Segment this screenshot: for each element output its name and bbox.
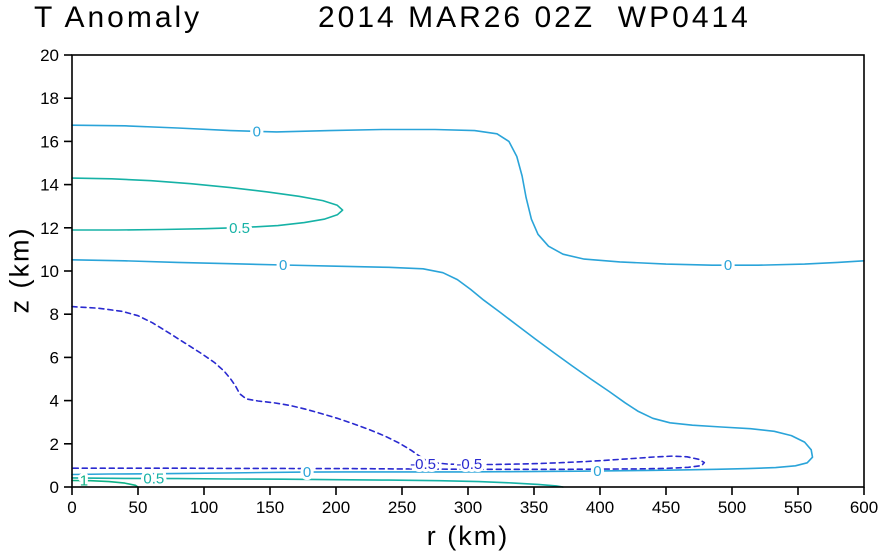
x-tick-label: 400 bbox=[586, 498, 614, 517]
y-tick-label: 20 bbox=[40, 46, 59, 65]
contour-line-level-1 bbox=[71, 479, 139, 488]
chart-title-right: 2014 MAR26 02Z WP0414 bbox=[318, 1, 751, 34]
x-tick-label: 300 bbox=[454, 498, 482, 517]
x-tick-label: 50 bbox=[129, 498, 148, 517]
contour-label-level-0.5: 0.5 bbox=[143, 470, 164, 487]
x-tick-label: 250 bbox=[388, 498, 416, 517]
plot-frame bbox=[71, 54, 865, 488]
y-tick-label: 18 bbox=[40, 89, 59, 108]
contour-label-level-0.5: 0.5 bbox=[229, 220, 250, 237]
contour-line-level-0.5 bbox=[71, 477, 564, 488]
x-tick-label: 550 bbox=[784, 498, 812, 517]
contour-line-level-0 bbox=[71, 258, 814, 476]
y-tick-label: 6 bbox=[50, 348, 59, 367]
contour-label-level-0: 0 bbox=[253, 124, 261, 141]
x-tick-label: 600 bbox=[850, 498, 878, 517]
contour-label-level-0: 0 bbox=[279, 257, 287, 274]
y-tick-label: 16 bbox=[40, 132, 59, 151]
y-tick-label: 0 bbox=[50, 478, 59, 497]
x-tick-label: 450 bbox=[652, 498, 680, 517]
y-tick-label: 4 bbox=[50, 392, 59, 411]
x-tick-label: 200 bbox=[322, 498, 350, 517]
y-tick-label: 8 bbox=[50, 305, 59, 324]
x-tick-label: 500 bbox=[718, 498, 746, 517]
y-tick-label: 2 bbox=[50, 435, 59, 454]
y-axis-label: z (km) bbox=[4, 226, 35, 314]
contour-label-level--0.5: -0.5 bbox=[410, 456, 436, 473]
y-tick-label: 10 bbox=[40, 262, 59, 281]
contour-line-level-0.5 bbox=[71, 177, 344, 231]
x-tick-label: 100 bbox=[190, 498, 218, 517]
contour-label-level-0: 0 bbox=[593, 463, 601, 480]
x-tick-label: 0 bbox=[67, 498, 76, 517]
y-tick-label: 14 bbox=[40, 176, 59, 195]
x-axis-label: r (km) bbox=[426, 521, 510, 551]
contour-label-level--0.5: -0.5 bbox=[456, 456, 482, 473]
contour-line-level--0.5 bbox=[71, 305, 706, 471]
y-tick-label: 12 bbox=[40, 219, 59, 238]
x-tick-label: 350 bbox=[520, 498, 548, 517]
contour-line-level-0 bbox=[71, 124, 865, 267]
chart-title-left: T Anomaly bbox=[34, 1, 203, 34]
x-tick-label: 150 bbox=[256, 498, 284, 517]
contour-label-level-0: 0 bbox=[724, 257, 732, 274]
contour-label-level-0: 0 bbox=[303, 464, 311, 481]
